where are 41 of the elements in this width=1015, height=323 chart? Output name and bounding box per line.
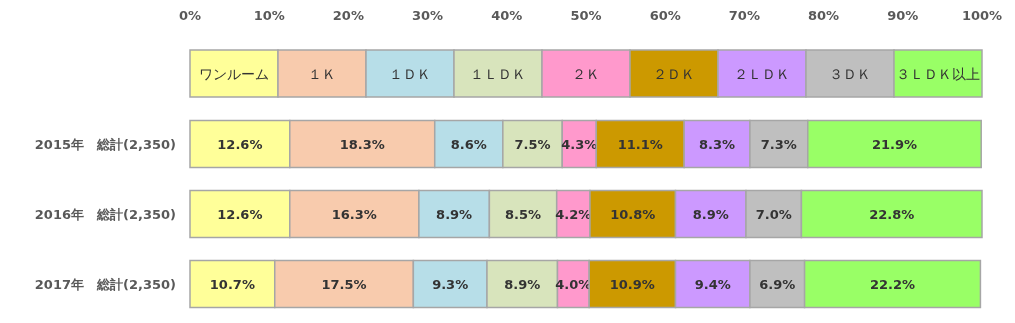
- x-tick-label: 0%: [178, 8, 202, 23]
- data-label: 12.6%: [217, 207, 263, 222]
- y-tick-label: 2015年 総計(2,350): [34, 137, 176, 152]
- x-tick-label: 90%: [887, 8, 919, 23]
- x-tick-label: 70%: [728, 8, 760, 23]
- data-label: 8.9%: [436, 207, 473, 222]
- x-tick-label: 40%: [491, 8, 523, 23]
- data-label: 9.3%: [432, 277, 469, 292]
- data-label: 11.1%: [617, 137, 663, 152]
- x-tick-label: 50%: [570, 8, 602, 23]
- data-label: 4.2%: [555, 207, 592, 222]
- legend: ワンルーム １Ｋ １ＤＫ １ＬＤＫ ２Ｋ ２ＤＫ ２ＬＤＫ ３ＤＫ ３ＬＤＫ以上: [189, 49, 983, 98]
- x-tick-label: 100%: [961, 8, 1003, 23]
- data-label: 7.3%: [760, 137, 797, 152]
- data-label: 8.5%: [505, 207, 542, 222]
- data-label: 18.3%: [339, 137, 385, 152]
- y-tick-label: 2017年 総計(2,350): [34, 277, 176, 292]
- y-tick-label: 2016年 総計(2,350): [34, 207, 176, 222]
- x-tick-label: 80%: [808, 8, 840, 23]
- data-label: 10.8%: [610, 207, 656, 222]
- data-label: 6.9%: [759, 277, 796, 292]
- data-label: 12.6%: [217, 137, 263, 152]
- data-label: 21.9%: [871, 137, 918, 152]
- data-label: 10.7%: [209, 277, 255, 292]
- x-tick-label: 60%: [649, 8, 681, 23]
- x-tick-label: 10%: [253, 8, 285, 23]
- data-label: 4.3%: [561, 137, 598, 152]
- data-label: 7.0%: [755, 207, 792, 222]
- data-label: 8.9%: [692, 207, 729, 222]
- x-tick-label: 20%: [332, 8, 364, 23]
- data-label: 22.8%: [869, 207, 915, 222]
- data-label: 22.2%: [869, 277, 916, 292]
- data-label: 8.6%: [450, 137, 487, 152]
- data-label: 8.3%: [699, 137, 736, 152]
- data-label: 8.9%: [504, 277, 541, 292]
- data-label: 9.4%: [694, 277, 731, 292]
- x-tick-label: 30%: [412, 8, 444, 23]
- data-label: 10.9%: [609, 277, 655, 292]
- data-label: 7.5%: [514, 137, 551, 152]
- data-label: 17.5%: [321, 277, 367, 292]
- data-label: 16.3%: [331, 207, 377, 222]
